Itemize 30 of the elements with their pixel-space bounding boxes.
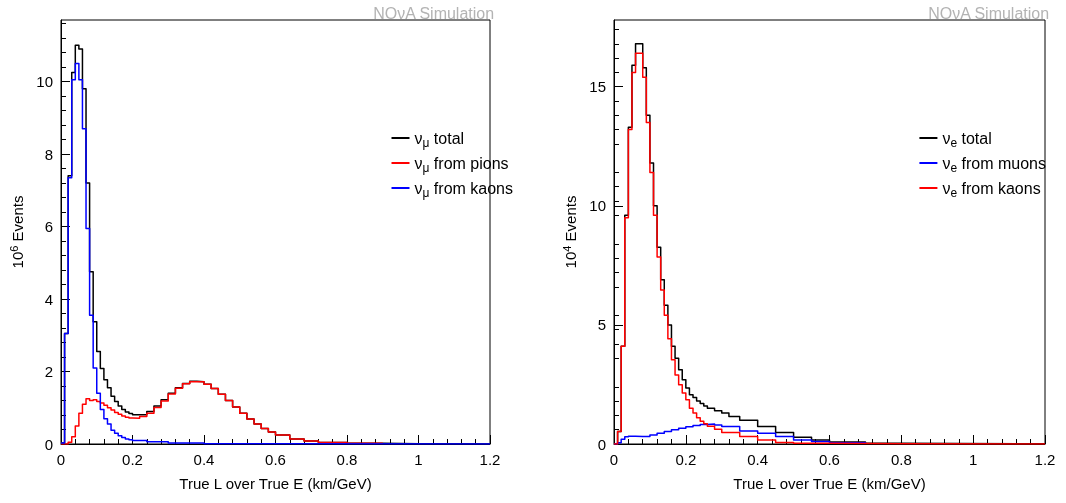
x-tick-label: 1 (414, 451, 423, 468)
y-tick-label: 4 (44, 290, 53, 308)
x-tick-label: 0.8 (890, 451, 912, 468)
y-tick-label: 6 (44, 218, 53, 236)
y-axis-title: 106 Events (7, 195, 27, 269)
x-tick-label: 0.6 (819, 451, 840, 468)
x-tick-label: 0.4 (193, 451, 215, 468)
x-tick-label: 0.2 (675, 451, 697, 468)
x-tick-label: 0.4 (747, 451, 769, 468)
x-tick-label: 1.2 (1034, 451, 1056, 468)
x-tick-label: 1 (968, 451, 978, 468)
x-axis-title: True L over True E (km/GeV) (179, 475, 372, 492)
y-tick-label: 10 (36, 73, 53, 91)
x-tick-label: 1.2 (479, 451, 501, 468)
y-tick-label: 5 (597, 316, 606, 334)
x-axis-title: True L over True E (km/GeV) (733, 475, 926, 492)
x-tick-label: 0 (609, 451, 619, 468)
y-tick-label: 8 (44, 145, 53, 163)
x-tick-label: 0.6 (265, 451, 286, 468)
y-tick-label: 2 (44, 363, 53, 381)
y-tick-label: 15 (589, 78, 606, 96)
x-tick-label: 0.2 (122, 451, 143, 468)
chart-title: NOνA Simulation (928, 4, 1050, 22)
x-tick-label: 0.8 (336, 451, 358, 468)
y-tick-label: 0 (597, 435, 606, 453)
y-tick-label: 0 (44, 435, 53, 453)
x-tick-label: 0 (56, 451, 66, 468)
y-axis-title: 104 Events (560, 195, 580, 269)
chart-title: NOνA Simulation (373, 4, 495, 22)
y-tick-label: 10 (589, 197, 606, 215)
